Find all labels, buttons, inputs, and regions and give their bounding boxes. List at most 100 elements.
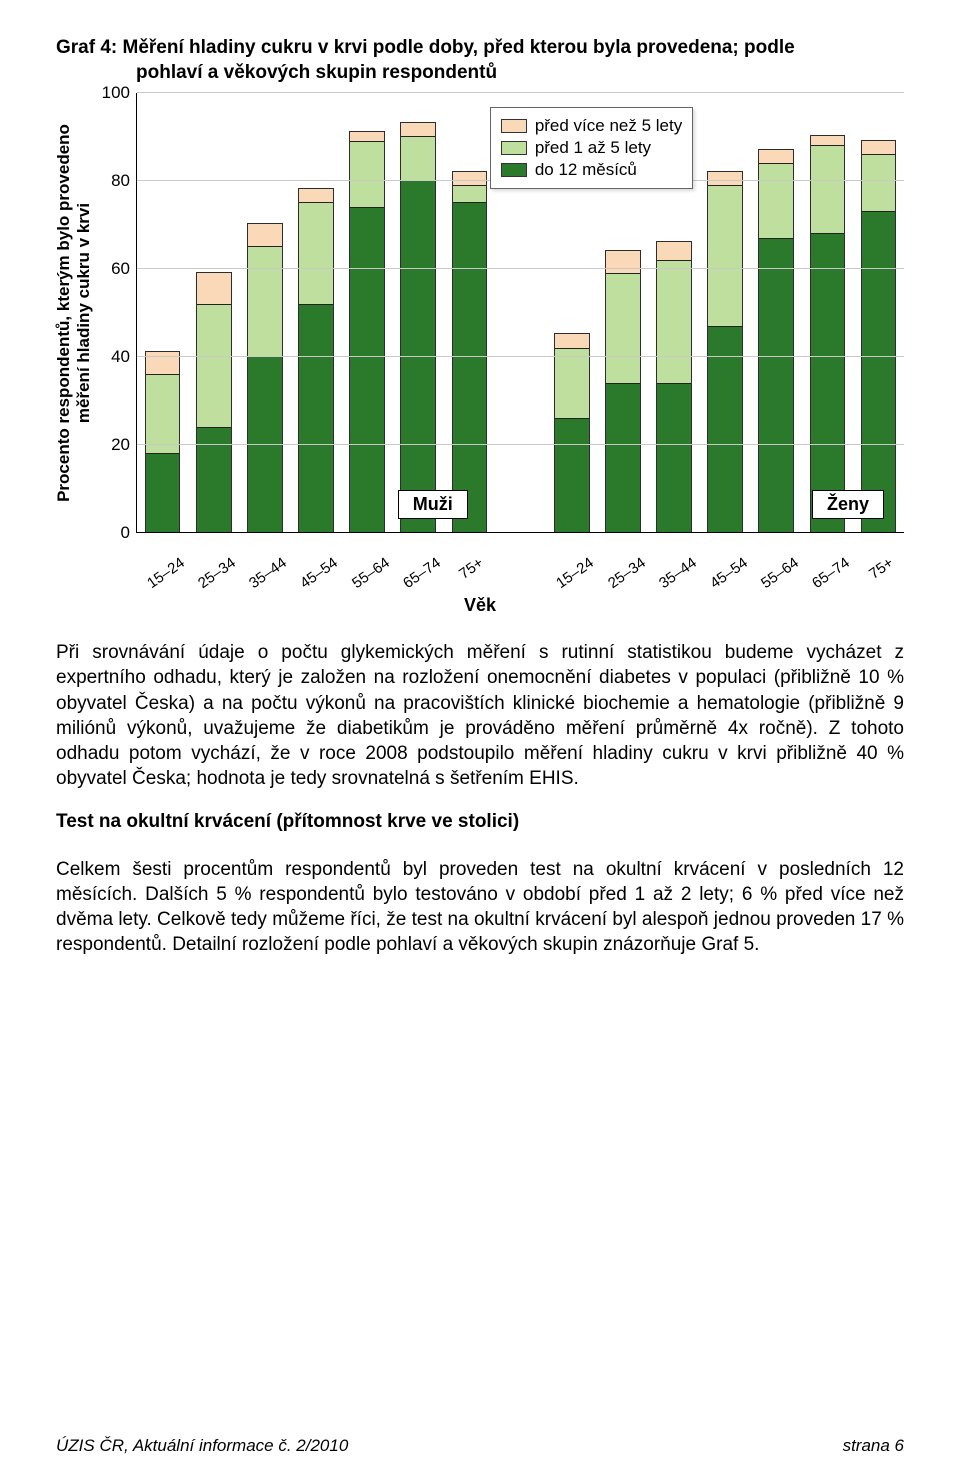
- segment-1az5: [197, 304, 231, 427]
- segment-do12: [453, 202, 487, 532]
- legend-swatch: [501, 119, 527, 133]
- x-tick: 75+: [853, 539, 904, 566]
- x-tick: 55–64: [341, 539, 392, 566]
- segment-1az5: [708, 185, 742, 326]
- page-footer: ÚZIS ČR, Aktuální informace č. 2/2010 st…: [56, 1436, 904, 1456]
- x-tick: 35–44: [238, 539, 289, 566]
- segment-do12: [146, 453, 180, 532]
- bar-group: [751, 149, 802, 533]
- legend-item: před více než 5 lety: [501, 116, 682, 136]
- bar-group: [393, 122, 444, 532]
- bar-group: [188, 272, 239, 533]
- segment-vice5: [350, 132, 384, 141]
- segment-1az5: [401, 136, 435, 180]
- group-label: Muži: [398, 490, 468, 519]
- segment-1az5: [606, 273, 640, 383]
- plot-area: před více než 5 letypřed 1 až 5 letydo 1…: [136, 93, 904, 533]
- segment-vice5: [657, 242, 691, 260]
- bar-stack: [554, 333, 590, 532]
- footer-right: strana 6: [843, 1436, 904, 1456]
- bar-stack: [349, 131, 385, 532]
- bar-stack: [707, 171, 743, 533]
- segment-vice5: [248, 224, 282, 246]
- legend-label: do 12 měsíců: [535, 160, 637, 180]
- group-label: Ženy: [812, 490, 884, 519]
- x-tick: 25–34: [597, 539, 648, 566]
- bar-group: [597, 250, 648, 533]
- x-tick: 25–34: [187, 539, 238, 566]
- bar-stack: [298, 188, 334, 532]
- bar-group: [802, 135, 853, 532]
- bar-group: [239, 223, 290, 532]
- y-axis-label: Procento respondentů, kterým bylo proved…: [56, 93, 92, 533]
- gridline: [137, 92, 904, 93]
- footer-left: ÚZIS ČR, Aktuální informace č. 2/2010: [56, 1436, 348, 1456]
- legend-item: do 12 měsíců: [501, 160, 682, 180]
- legend-swatch: [501, 141, 527, 155]
- segment-vice5: [453, 172, 487, 185]
- segment-do12: [350, 207, 384, 533]
- segment-vice5: [197, 273, 231, 304]
- y-tick: 40: [111, 347, 130, 367]
- chart-title: Graf 4: Měření hladiny cukru v krvi podl…: [56, 36, 904, 85]
- chart-legend: před více než 5 letypřed 1 až 5 letydo 1…: [490, 107, 693, 189]
- legend-label: před 1 až 5 lety: [535, 138, 651, 158]
- legend-swatch: [501, 163, 527, 177]
- segment-1az5: [146, 374, 180, 453]
- gridline: [137, 356, 904, 357]
- bar-group: [648, 241, 699, 532]
- x-tick: 35–44: [648, 539, 699, 566]
- bar-stack: [605, 250, 641, 533]
- segment-vice5: [759, 150, 793, 163]
- bar-stack: [452, 171, 488, 533]
- bar-stack: [810, 135, 846, 532]
- bar-stack: [196, 272, 232, 533]
- legend-item: před 1 až 5 lety: [501, 138, 682, 158]
- bar-stack: [861, 140, 897, 533]
- x-tick: 45–54: [290, 539, 341, 566]
- segment-do12: [862, 211, 896, 532]
- segment-vice5: [299, 189, 333, 202]
- y-tick: 20: [111, 435, 130, 455]
- bar-stack: [145, 351, 181, 532]
- section-heading: Test na okultní krvácení (přítomnost krv…: [56, 811, 904, 833]
- segment-1az5: [299, 202, 333, 303]
- segment-1az5: [759, 163, 793, 238]
- segment-vice5: [708, 172, 742, 185]
- bar-group: [342, 131, 393, 532]
- y-tick: 0: [121, 523, 130, 543]
- page: Graf 4: Měření hladiny cukru v krvi podl…: [0, 0, 960, 1482]
- gridline: [137, 444, 904, 445]
- segment-do12: [759, 238, 793, 533]
- bar-stack: [247, 223, 283, 532]
- legend-label: před více než 5 lety: [535, 116, 682, 136]
- segment-1az5: [862, 154, 896, 211]
- chart-title-line2: pohlaví a věkových skupin respondentů: [56, 61, 904, 86]
- y-axis-ticks: 020406080100: [92, 93, 136, 533]
- x-tick: 45–54: [699, 539, 750, 566]
- segment-do12: [606, 383, 640, 533]
- paragraph-2: Celkem šesti procentům respondentů byl p…: [56, 857, 904, 957]
- segment-vice5: [401, 123, 435, 136]
- segment-1az5: [248, 246, 282, 356]
- bar-group: [700, 171, 751, 533]
- bar-group: [290, 188, 341, 532]
- x-axis-title: Věk: [56, 595, 904, 616]
- paragraph-1: Při srovnávání údaje o počtu glykemickýc…: [56, 640, 904, 790]
- bar-stack: [400, 122, 436, 532]
- bar-group: [137, 351, 188, 532]
- x-tick: 15–24: [136, 539, 187, 566]
- y-tick: 80: [111, 171, 130, 191]
- gridline: [137, 268, 904, 269]
- bar-group: [853, 140, 904, 533]
- bar-stack: [656, 241, 692, 532]
- segment-vice5: [862, 141, 896, 154]
- segment-1az5: [811, 145, 845, 233]
- y-tick: 100: [102, 83, 130, 103]
- segment-1az5: [350, 141, 384, 207]
- x-tick: 55–64: [750, 539, 801, 566]
- segment-vice5: [606, 251, 640, 273]
- x-tick: 65–74: [802, 539, 853, 566]
- segment-1az5: [555, 348, 589, 418]
- chart-area: Procento respondentů, kterým bylo proved…: [56, 93, 904, 533]
